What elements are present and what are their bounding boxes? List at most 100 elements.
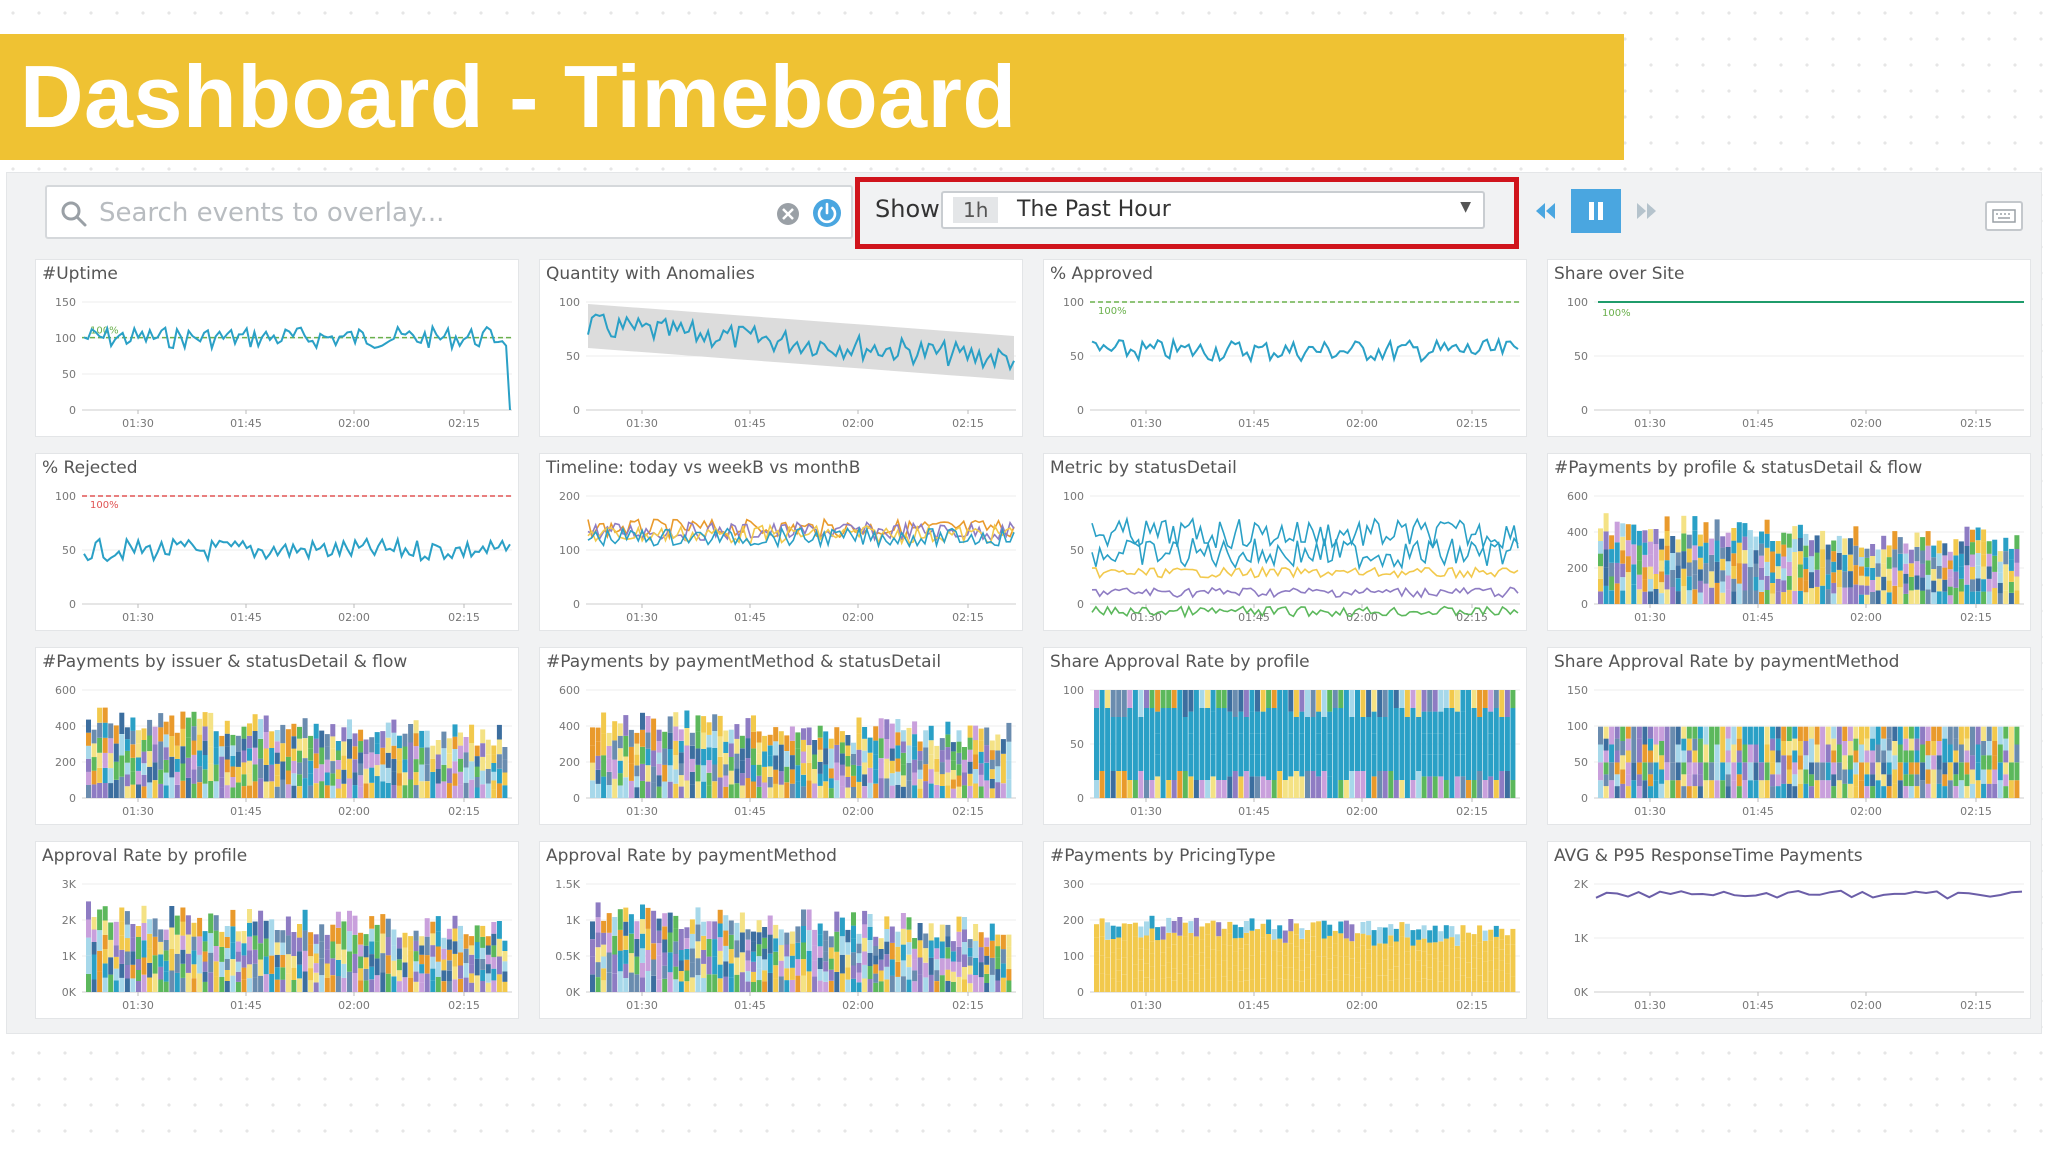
bar-segment [1631, 780, 1637, 798]
widget-card[interactable]: Quantity with Anomalies 100 50 0 01:30 01:45 0… [539, 259, 1023, 437]
widget-card[interactable]: Timeline: today vs weekB vs monthB 200 100… [539, 453, 1023, 631]
bar-segment [1864, 738, 1870, 751]
bar-segment [1105, 922, 1111, 940]
bar-segment [1343, 726, 1349, 744]
bar-segment [1316, 776, 1322, 798]
bar-segment [1847, 726, 1853, 741]
widget-card[interactable]: Share Approval Rate by profile 100 50 0 01:3… [1043, 647, 1527, 825]
bar-segment [1692, 589, 1698, 604]
bar-segment [612, 954, 618, 974]
bar-segment [1504, 690, 1510, 717]
widget-card[interactable]: Approval Rate by profile 3K 2K 1K 0K 01:30 01:… [35, 841, 519, 1019]
y-tick-label: 50 [1070, 350, 1084, 363]
bar-segment [1897, 553, 1903, 571]
bar-segment [1720, 570, 1726, 582]
bar-segment [1355, 933, 1360, 948]
bar-segment [1388, 946, 1394, 958]
bar-segment [313, 783, 319, 798]
fast-forward-button[interactable] [1621, 189, 1671, 233]
bar-segment [1277, 690, 1283, 717]
bar-segment [1393, 941, 1399, 955]
widget-card[interactable]: Share over Site 100 50 0 01:30 01:45 02:00 02:1… [1547, 259, 2031, 437]
bar-segment [1942, 750, 1948, 763]
widget-card[interactable]: #Uptime 150 100 50 0 01:30 01:45 02:00 02:15 100% [35, 259, 519, 437]
bar-segment [308, 760, 314, 774]
bar-segment [1160, 744, 1166, 762]
bar-segment [1116, 690, 1122, 717]
bar-segment [1000, 963, 1006, 978]
bar-segment [1964, 774, 1970, 787]
bar-segment [1471, 957, 1477, 969]
bar-segment [978, 977, 984, 992]
bar-segment [1193, 690, 1199, 708]
pause-button[interactable] [1571, 189, 1621, 233]
bar-segment [684, 938, 690, 949]
bar-segment [1006, 741, 1012, 761]
widget-card[interactable]: % Rejected 100 50 0 01:30 01:45 02:00 02:15 100% [35, 453, 519, 631]
bar-segment [1703, 726, 1709, 745]
bar-segment [313, 953, 319, 964]
widget-card[interactable]: #Payments by paymentMethod & statusDetai… [539, 647, 1023, 825]
bar-segment [435, 916, 441, 932]
bar-segment [628, 763, 634, 781]
bar-segment [695, 764, 701, 782]
bar-segment [756, 944, 762, 957]
widget-card[interactable]: AVG & P95 ResponseTime Payments 2K 1K 0K 01:… [1547, 841, 2031, 1019]
rewind-button[interactable] [1521, 189, 1571, 233]
y-tick-label: 100 [55, 332, 76, 345]
bar-segment [1803, 592, 1809, 604]
bar-segment [2003, 590, 2009, 604]
search-input[interactable] [99, 195, 759, 231]
widget-card[interactable]: Share Approval Rate by paymentMethod 150 1… [1547, 647, 2031, 825]
bar-segment [1975, 762, 1981, 781]
bar-segment [884, 916, 890, 929]
clear-icon[interactable] [775, 201, 801, 227]
y-tick-label: 0K [566, 986, 581, 999]
bar-segment [258, 926, 264, 944]
bar-segment [1471, 762, 1477, 780]
bar-segment [645, 765, 651, 782]
bar-segment [1182, 744, 1188, 771]
search-box[interactable] [45, 185, 853, 239]
bar-segment [446, 783, 452, 798]
bar-segment [1953, 774, 1959, 787]
series-line [1595, 889, 2023, 900]
bar-segment [308, 968, 314, 981]
bar-segment [1714, 726, 1720, 745]
bar-segment [352, 759, 358, 773]
widget-card[interactable]: #Payments by issuer & statusDetail & flo… [35, 647, 519, 825]
bar-segment [435, 783, 441, 798]
widget-card[interactable]: % Approved 100 50 0 01:30 01:45 02:00 02:15 100% [1043, 259, 1527, 437]
bar-segment [1355, 717, 1360, 744]
keyboard-icon[interactable] [1985, 201, 2023, 231]
bar-segment [773, 938, 779, 952]
bar-segment [1836, 552, 1842, 570]
bar-segment [789, 967, 795, 980]
bar-segment [1127, 924, 1133, 941]
bar-segment [973, 975, 979, 992]
power-icon[interactable] [811, 197, 843, 229]
bar-segment [1293, 923, 1299, 935]
bar-segment [900, 913, 906, 929]
bar-segment [1997, 744, 2003, 763]
widget-card[interactable]: Approval Rate by paymentMethod 1.5K 1K 0.5K… [539, 841, 1023, 1019]
bar-segment [1653, 589, 1659, 604]
bar-segment [1736, 750, 1742, 763]
timeframe-select[interactable]: 1h The Past Hour ▼ [941, 191, 1485, 229]
bar-segment [1770, 786, 1776, 798]
bar-segment [1936, 769, 1942, 784]
bar-segment [967, 737, 973, 750]
bar-segment [1892, 567, 1898, 586]
widget-card[interactable]: #Payments by profile & statusDetail & fl… [1547, 453, 2031, 631]
bar-segment [1753, 577, 1759, 591]
bar-segment [1942, 786, 1948, 798]
bar-segment [252, 730, 258, 748]
widget-card[interactable]: #Payments by PricingType 300 200 100 0 01:30 0… [1043, 841, 1527, 1019]
bar-segment [1449, 762, 1455, 780]
bar-segment [1742, 536, 1748, 551]
bar-segment [1171, 944, 1177, 957]
bar-segment [419, 730, 425, 748]
bar-segment [745, 718, 751, 739]
bar-segment [247, 773, 252, 786]
widget-card[interactable]: Metric by statusDetail 100 50 0 01:30 01:45 02… [1043, 453, 1527, 631]
